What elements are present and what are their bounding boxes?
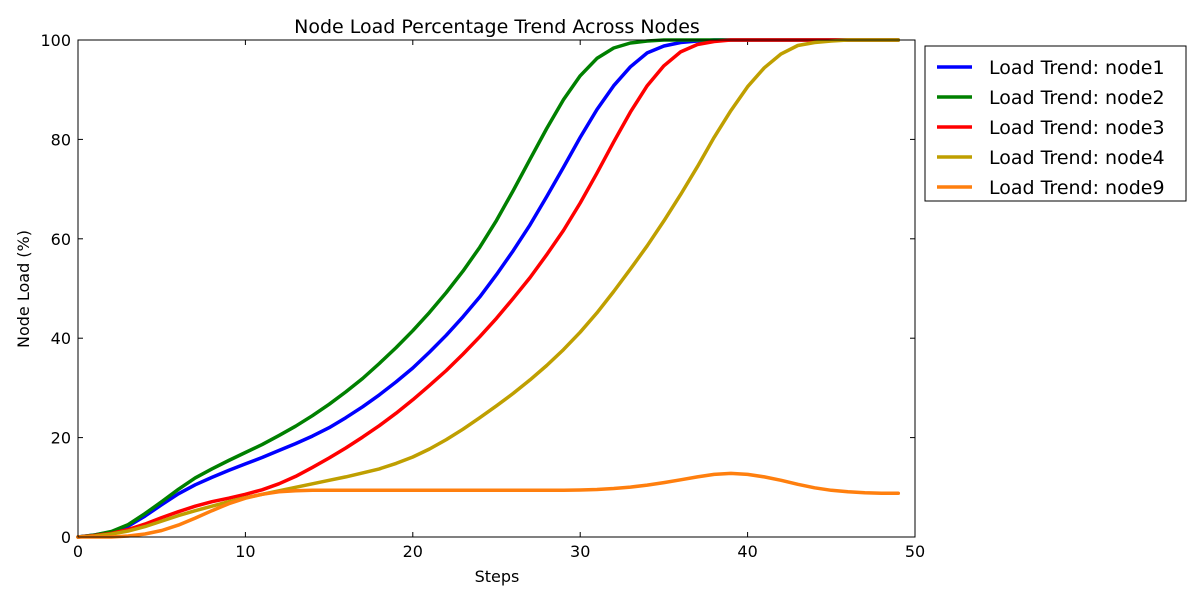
x-tick-label: 10 (235, 542, 255, 561)
series-line (76, 471, 901, 539)
axis-ticks: 0 10 20 30 40 50 0 20 40 60 80 100 (40, 31, 925, 561)
legend-label: Load Trend: node2 (989, 87, 1165, 109)
x-tick-label: 30 (570, 542, 590, 561)
y-tick-label: 40 (51, 329, 71, 348)
y-tick-label: 0 (61, 528, 71, 547)
x-tick-label: 20 (403, 542, 423, 561)
series-line (76, 38, 901, 539)
legend-label: Load Trend: node9 (989, 177, 1165, 199)
y-tick-label: 60 (51, 230, 71, 249)
series-line (76, 38, 901, 539)
legend-label: Load Trend: node3 (989, 117, 1165, 139)
y-axis-label: Node Load (%) (14, 230, 33, 348)
x-tick-label: 0 (73, 542, 83, 561)
y-tick-label: 20 (51, 429, 71, 448)
series-lines (76, 38, 901, 539)
x-tick-label: 50 (905, 542, 925, 561)
x-tick-label: 40 (737, 542, 757, 561)
x-axis-label: Steps (475, 567, 520, 586)
y-tick-label: 80 (51, 130, 71, 149)
legend-frame (924, 45, 1187, 202)
y-tick-label: 100 (40, 31, 71, 50)
legend-label: Load Trend: node1 (989, 57, 1165, 79)
plot-area-frame (77, 39, 916, 538)
legend: Load Trend: node1 Load Trend: node2 Load T… (924, 45, 1187, 202)
chart-title: Node Load Percentage Trend Across Nodes (294, 16, 700, 38)
legend-label: Load Trend: node4 (989, 147, 1165, 169)
